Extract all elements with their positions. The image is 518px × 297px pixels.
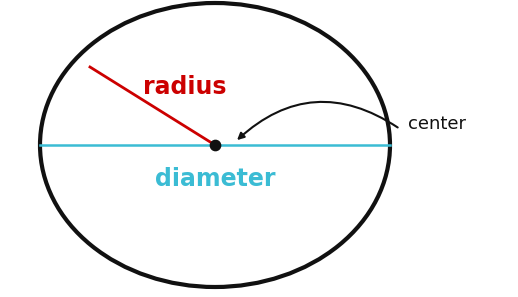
Text: radius: radius (143, 75, 227, 99)
Text: diameter: diameter (155, 167, 275, 191)
Point (211, 143, 219, 147)
Text: center: center (408, 115, 466, 133)
